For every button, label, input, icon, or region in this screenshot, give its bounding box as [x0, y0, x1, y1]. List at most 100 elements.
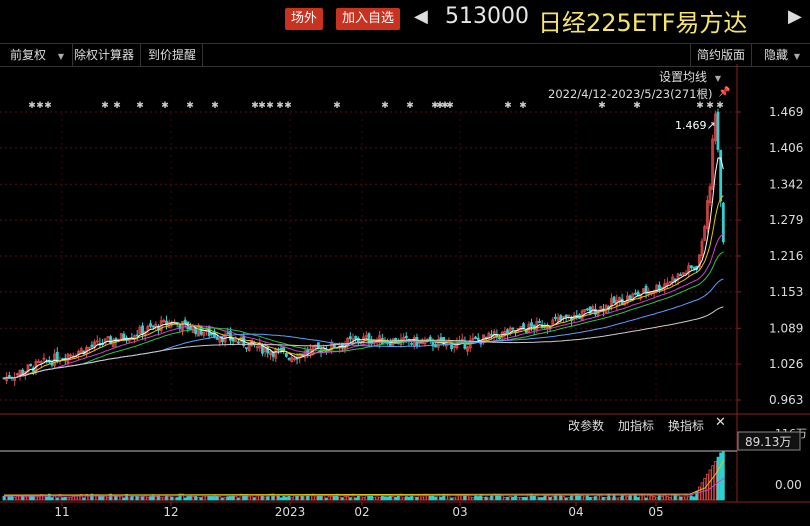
candle-body: [639, 293, 643, 299]
volume-bar: [522, 496, 525, 501]
volume-bar: [130, 495, 134, 501]
volume-bar: [7, 495, 11, 501]
volume-bar: [452, 497, 456, 501]
adjust-select[interactable]: 前复权 ▼: [4, 44, 73, 66]
volume-bar: [420, 496, 424, 501]
candle-body: [330, 341, 334, 351]
volume-bar: [103, 495, 107, 501]
simple-layout-button[interactable]: 简约版面: [690, 44, 753, 66]
candle-body: [700, 240, 704, 257]
volume-bar: [45, 496, 49, 501]
close-icon[interactable]: ✕: [715, 415, 726, 430]
volume-bar: [26, 495, 30, 501]
candle-body: [404, 335, 408, 339]
volume-bar: [234, 495, 238, 501]
volume-bar: [716, 456, 720, 501]
price-tick-label: 1.406: [769, 141, 803, 155]
candle-body: [679, 274, 683, 277]
ma-line-5: [3, 157, 724, 379]
ma-line-20: [3, 233, 724, 379]
volume-bar: [439, 496, 443, 501]
next-arrow-icon[interactable]: ▶: [788, 6, 802, 27]
volume-bar: [612, 494, 616, 501]
volume-bar: [61, 497, 65, 501]
volume-bar: [652, 495, 656, 501]
event-marker: ✱: [211, 101, 219, 111]
candle-body: [231, 338, 235, 342]
candle-body: [567, 314, 571, 317]
price-alert-button[interactable]: 到价提醒: [142, 44, 204, 66]
volume-bar: [159, 497, 163, 501]
candle-body: [450, 343, 453, 350]
candle-body: [471, 338, 475, 340]
volume-bar: [551, 495, 555, 501]
ma-settings-label: 设置均线: [659, 70, 708, 84]
volume-bar: [167, 495, 171, 501]
volume-bar: [127, 497, 131, 501]
offexchange-badge[interactable]: 场外: [285, 8, 324, 30]
ex-rights-calculator-button[interactable]: 除权计算器: [68, 44, 142, 66]
candle-body: [285, 353, 288, 357]
ma-line-10: [3, 195, 724, 379]
volume-bar: [610, 497, 613, 501]
volume-bar: [412, 496, 416, 501]
volume-bar: [354, 497, 358, 501]
volume-bar: [253, 497, 256, 501]
candle-body: [237, 341, 240, 344]
volume-bar: [5, 495, 9, 501]
volume-bar: [205, 495, 208, 501]
volume-bar: [524, 496, 528, 501]
candle-body: [138, 326, 142, 335]
switch-indicator-button[interactable]: 换指标: [668, 419, 705, 433]
candle-body: [151, 325, 155, 328]
peak-price-label: 1.469↗: [675, 119, 716, 132]
volume-bar: [380, 495, 384, 501]
volume-bar: [13, 497, 17, 501]
candle-body: [628, 295, 632, 300]
event-marker: ✱: [706, 101, 714, 111]
volume-bar: [237, 497, 240, 501]
volume-bar: [287, 495, 291, 501]
candle-body: [87, 346, 91, 349]
volume-bar: [583, 496, 587, 501]
volume-bar: [602, 496, 605, 501]
candle-body: [15, 373, 19, 376]
volume-bar: [687, 496, 691, 501]
candle-body: [290, 357, 294, 362]
candle-body: [610, 298, 613, 307]
candle-body: [181, 321, 184, 332]
hide-label: 隐藏: [764, 48, 789, 62]
volume-bar: [135, 496, 139, 501]
candle-body: [53, 353, 57, 366]
add-indicator-button[interactable]: 加指标: [618, 419, 655, 433]
volume-bar: [671, 494, 675, 501]
prev-arrow-icon[interactable]: ◀: [414, 6, 428, 27]
volume-bar: [34, 495, 38, 501]
volume-bar: [314, 496, 318, 501]
candle-body: [410, 342, 414, 345]
candle-body: [562, 316, 565, 318]
candle-body: [564, 314, 568, 318]
volume-bar: [101, 495, 104, 501]
candle-body: [554, 316, 557, 319]
ma-settings-button[interactable]: 设置均线 ▼: [659, 68, 721, 85]
volume-bar: [178, 493, 182, 501]
volume-bar: [628, 494, 632, 501]
volume-bar: [340, 497, 344, 501]
volume-bar: [450, 497, 453, 501]
volume-bar: [207, 495, 211, 501]
volume-bar: [215, 496, 219, 501]
time-tick-label: 12: [163, 505, 178, 519]
volume-bar: [391, 496, 395, 501]
hide-button[interactable]: 隐藏 ▼: [758, 44, 806, 66]
volume-bar: [383, 496, 387, 501]
add-watchlist-button[interactable]: 加入自选: [336, 8, 401, 30]
candle-body: [183, 319, 187, 323]
candle-body: [583, 308, 587, 312]
change-params-button[interactable]: 改参数: [568, 419, 605, 433]
volume-bar: [138, 496, 142, 501]
candle-body: [23, 371, 27, 376]
volume-bar: [82, 497, 86, 501]
candle-body: [106, 336, 110, 339]
